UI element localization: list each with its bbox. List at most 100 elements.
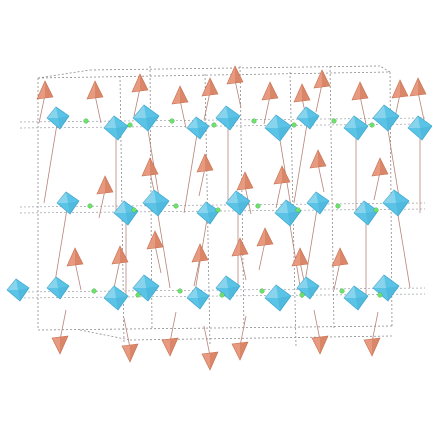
tetrahedra-bond	[133, 87, 141, 117]
linker-atom	[83, 118, 89, 124]
tetrahedron	[291, 247, 309, 267]
octahedron	[186, 116, 210, 140]
octahedron	[46, 276, 70, 300]
tetrahedron	[196, 153, 214, 173]
tetrahedron	[236, 171, 254, 191]
tetrahedron	[131, 73, 149, 93]
linker-atom	[331, 118, 337, 124]
octahedron-face	[288, 211, 301, 226]
tetrahedron	[313, 69, 331, 89]
octahedron-highlight	[226, 191, 238, 203]
octahedron-face	[278, 126, 291, 141]
linker-atom	[291, 122, 297, 128]
linker-atom	[177, 288, 183, 294]
octahedron-face	[238, 201, 250, 215]
tetrahedron	[231, 341, 249, 361]
tetrahedron	[261, 81, 279, 101]
octahedron-highlight	[265, 285, 278, 298]
linker-atom	[127, 122, 133, 128]
octahedron-face	[356, 296, 368, 310]
octahedron-highlight	[344, 116, 356, 128]
tetrahedra-bond	[38, 94, 46, 124]
tetrahedron-face	[150, 158, 158, 175]
interlayer-bond	[385, 117, 401, 204]
octahedron-face	[396, 201, 409, 216]
tetrahedron-face	[95, 81, 103, 98]
unit-cell-edge	[329, 65, 335, 331]
tetrahedron-face	[322, 70, 330, 87]
tetrahedron	[273, 165, 291, 185]
tetrahedra-bond	[275, 179, 283, 209]
octahedron	[132, 274, 160, 302]
tetrahedron-face	[340, 248, 348, 265]
tetrahedron-face	[210, 78, 218, 95]
octahedron-highlight	[143, 190, 156, 203]
octahedron-highlight	[354, 201, 366, 213]
tetrahedra-bond	[123, 317, 131, 349]
tetrahedron-face	[400, 80, 408, 97]
octahedron	[186, 286, 210, 310]
tetrahedra-bond	[113, 259, 121, 289]
interlayer-bond	[155, 202, 171, 289]
interlayer-bond	[277, 127, 293, 214]
octahedron-highlight	[114, 201, 126, 213]
octahedron-face	[146, 286, 159, 301]
octahedron	[113, 200, 139, 226]
tetrahedra-bond	[98, 189, 106, 219]
tetrahedron-face	[245, 172, 253, 189]
tetrahedra-bond	[359, 95, 367, 125]
octahedron	[343, 285, 369, 311]
octahedron	[103, 285, 129, 311]
tetrahedron	[146, 230, 164, 250]
tetrahedron-face	[265, 228, 273, 245]
octahedron-face	[18, 288, 29, 301]
unit-cell-edge	[379, 65, 391, 73]
octahedron-highlight	[373, 105, 386, 118]
tetrahedra-bond	[333, 261, 341, 291]
octahedron-face	[228, 116, 240, 130]
tetrahedra-bond	[198, 167, 206, 197]
tetrahedron	[371, 157, 389, 177]
tetrahedron-face	[205, 154, 213, 171]
tetrahedra-bond	[74, 261, 82, 291]
linker-atom	[87, 203, 93, 209]
octahedron-highlight	[7, 279, 18, 290]
interlayer-bond	[395, 202, 411, 289]
tetrahedron-face	[240, 342, 248, 360]
octahedron-face	[116, 296, 128, 310]
octahedron-face	[126, 211, 138, 225]
linker-atom	[259, 288, 265, 294]
octahedron-highlight	[216, 276, 228, 288]
octahedron-highlight	[265, 115, 278, 128]
tetrahedron	[293, 83, 311, 103]
tetrahedron	[121, 343, 139, 363]
tetrahedron-face	[372, 338, 380, 356]
octahedron-face	[308, 286, 319, 299]
octahedron-face	[386, 286, 399, 301]
tetrahedra-bond	[169, 311, 177, 343]
tetrahedron-face	[270, 82, 278, 99]
octahedron-face	[58, 286, 69, 299]
octahedron	[215, 275, 241, 301]
octahedron	[142, 189, 170, 217]
octahedron-highlight	[133, 105, 146, 118]
tetrahedron-face	[380, 158, 388, 175]
linker-atom	[255, 203, 261, 209]
tetrahedron	[331, 247, 349, 267]
octahedron	[264, 284, 292, 312]
tetrahedron-face	[418, 78, 426, 95]
octahedron	[382, 189, 410, 217]
tetrahedra-bond	[59, 309, 67, 341]
tetrahedra-bond	[94, 94, 102, 124]
octahedra-group	[6, 104, 432, 312]
tetrahedron-face	[130, 344, 138, 362]
tetrahedra-bond	[417, 91, 425, 121]
tetrahedra-bond	[313, 309, 321, 341]
tetrahedron	[51, 335, 69, 355]
octahedron-highlight	[344, 286, 356, 298]
octahedron-highlight	[104, 116, 116, 128]
linker-atom	[251, 118, 257, 124]
octahedron-highlight	[297, 107, 308, 118]
